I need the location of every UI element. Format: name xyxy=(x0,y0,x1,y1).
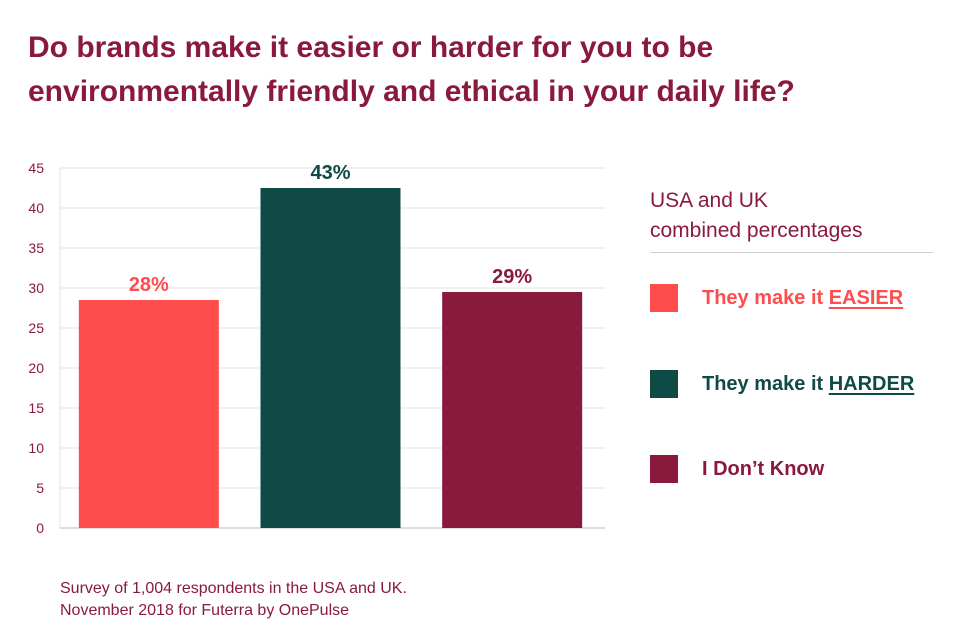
chart-title: Do brands make it easier or harder for y… xyxy=(28,26,938,114)
bar-value-label-1: 28% xyxy=(129,274,169,296)
legend-heading-line-2: combined percentages xyxy=(650,219,863,242)
legend-item-easier: They make it EASIER xyxy=(650,283,903,313)
y-tick-label-20: 20 xyxy=(28,360,44,376)
y-tick-label-35: 35 xyxy=(28,240,44,256)
legend-label-easier: They make it EASIER xyxy=(702,287,903,310)
bar-1 xyxy=(78,300,219,528)
bar-2 xyxy=(260,188,401,528)
legend-divider xyxy=(650,252,933,253)
y-tick-label-5: 5 xyxy=(36,480,44,496)
y-tick-label-30: 30 xyxy=(28,280,44,296)
source-note: Survey of 1,004 respondents in the USA a… xyxy=(60,578,407,622)
legend-label-harder-prefix: They make it xyxy=(702,372,829,395)
legend-swatch-dont-know xyxy=(650,455,678,483)
legend-label-dont-know: I Don’t Know xyxy=(702,457,825,480)
legend-label-harder-emphasis: HARDER xyxy=(828,372,915,395)
source-note-line-2: November 2018 for Futerra by OnePulse xyxy=(60,602,350,619)
legend-swatch-easier xyxy=(650,284,678,312)
bar-value-label-2: 43% xyxy=(310,162,350,184)
legend-label-easier-emphasis: EASIER xyxy=(828,286,904,309)
y-tick-label-10: 10 xyxy=(28,440,44,456)
source-note-line-1: Survey of 1,004 respondents in the USA a… xyxy=(60,580,407,597)
legend-swatch-harder xyxy=(650,370,678,398)
y-tick-label-45: 45 xyxy=(28,160,44,176)
bar-3 xyxy=(442,292,583,528)
legend-heading-line-1: USA and UK xyxy=(650,189,768,212)
legend-heading: USA and UK combined percentages xyxy=(650,186,940,246)
legend-label-easier-prefix: They make it xyxy=(702,286,829,309)
legend-item-dont-know: I Don’t Know xyxy=(650,454,824,484)
legend-label-harder: They make it HARDER xyxy=(702,373,914,396)
bar-chart: 0 5 10 15 20 25 30 35 40 45 28% 43% 29% xyxy=(28,160,605,536)
y-tick-label-25: 25 xyxy=(28,320,44,336)
y-tick-label-40: 40 xyxy=(28,200,44,216)
legend-item-harder: They make it HARDER xyxy=(650,369,914,399)
chart-title-line-2: environmentally friendly and ethical in … xyxy=(28,75,795,108)
chart-title-line-1: Do brands make it easier or harder for y… xyxy=(28,31,714,64)
bar-value-label-3: 29% xyxy=(492,266,532,288)
y-tick-label-0: 0 xyxy=(36,520,44,536)
y-tick-label-15: 15 xyxy=(28,400,44,416)
